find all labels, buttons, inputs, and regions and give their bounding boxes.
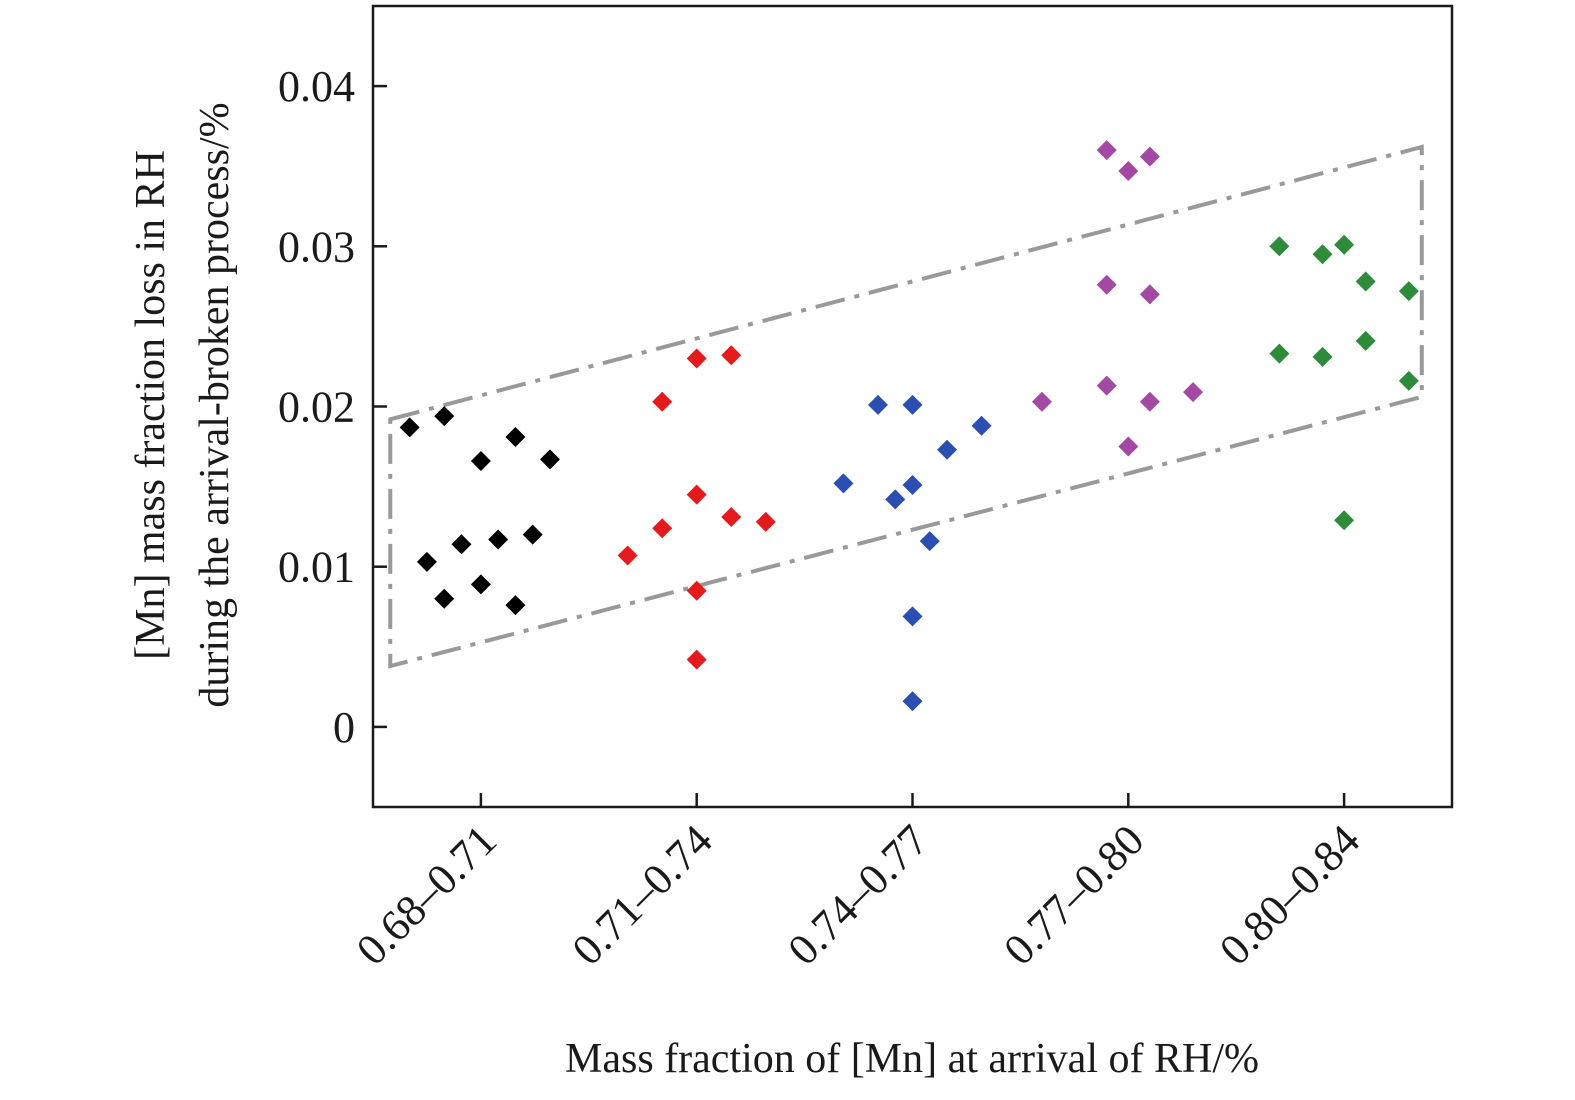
data-point-series-3-5 (902, 474, 923, 495)
x-axis-title: Mass fraction of [Mn] at arrival of RH/% (565, 1036, 1259, 1082)
x-tick-label-2: 0.74–0.77 (778, 815, 937, 974)
y-tick-labels: 0 0.01 0.02 0.03 0.04 (278, 62, 355, 752)
data-point-series-3-9 (902, 606, 923, 627)
data-points (399, 140, 1419, 712)
data-point-series-2-4 (617, 545, 638, 566)
y-tick-label-0: 0 (333, 703, 355, 752)
y-tick-label-1: 0.01 (278, 543, 355, 592)
data-point-series-5-10 (1334, 510, 1355, 531)
data-point-series-3-1 (867, 394, 888, 415)
data-point-series-2-8 (755, 511, 776, 532)
data-point-series-4-9 (1183, 382, 1204, 403)
data-point-series-2-10 (686, 649, 707, 670)
x-tick-label-3: 0.77–0.80 (994, 815, 1153, 974)
data-point-series-2-9 (686, 580, 707, 601)
y-tick-label-4: 0.04 (278, 62, 355, 111)
y-axis-title-line-1: [Mn] mass fraction loss in RH (128, 150, 174, 660)
data-point-series-2-3 (721, 345, 742, 366)
data-point-series-2-6 (686, 484, 707, 505)
data-point-series-1-12 (505, 595, 526, 616)
y-tick-label-2: 0.02 (278, 383, 355, 432)
data-point-series-3-8 (919, 531, 940, 552)
data-point-series-5-7 (1312, 346, 1333, 367)
data-point-series-2-2 (686, 348, 707, 369)
x-tick-labels: 0.68–0.71 0.71–0.74 0.74–0.77 0.77–0.80 0.80… (347, 815, 1369, 974)
data-point-series-5-8 (1355, 330, 1376, 351)
data-point-series-1-6 (416, 551, 437, 572)
data-point-series-4-5 (1139, 284, 1160, 305)
data-point-series-4-1 (1096, 140, 1117, 161)
data-point-series-2-1 (652, 391, 673, 412)
data-point-series-4-3 (1139, 146, 1160, 167)
data-point-series-4-7 (1096, 375, 1117, 396)
data-point-series-1-3 (470, 450, 491, 471)
data-point-series-5-9 (1398, 370, 1419, 391)
data-point-series-1-9 (522, 524, 543, 545)
data-point-series-1-11 (470, 574, 491, 595)
x-tick-label-4: 0.80–0.84 (1210, 815, 1369, 974)
data-point-series-5-2 (1312, 244, 1333, 265)
data-point-series-4-6 (1031, 391, 1052, 412)
x-tick-label-1: 0.71–0.74 (563, 815, 722, 974)
data-point-series-4-4 (1096, 274, 1117, 295)
data-point-series-3-6 (937, 439, 958, 460)
data-point-series-1-4 (505, 426, 526, 447)
data-point-series-3-7 (971, 415, 992, 436)
x-tick-label-0: 0.68–0.71 (347, 815, 506, 974)
data-point-series-3-2 (902, 394, 923, 415)
data-point-series-5-1 (1269, 236, 1290, 257)
data-point-series-1-10 (434, 588, 455, 609)
data-point-series-5-4 (1355, 271, 1376, 292)
data-point-series-3-3 (833, 473, 854, 494)
data-point-series-4-8 (1139, 391, 1160, 412)
data-point-series-5-3 (1334, 234, 1355, 255)
data-point-series-4-10 (1118, 436, 1139, 457)
data-point-series-1-8 (488, 529, 509, 550)
data-point-series-1-2 (434, 406, 455, 427)
data-point-series-1-1 (399, 417, 420, 438)
axis-ticks (373, 84, 1346, 807)
data-point-series-3-10 (902, 691, 923, 712)
y-tick-label-3: 0.03 (278, 222, 355, 271)
y-axis-title-line-2: during the arrival-broken process/% (192, 102, 238, 707)
data-point-series-2-7 (721, 507, 742, 528)
data-point-series-5-6 (1269, 343, 1290, 364)
data-point-series-4-2 (1118, 161, 1139, 182)
data-point-series-1-5 (539, 449, 560, 470)
data-point-series-2-5 (652, 518, 673, 539)
data-point-series-5-5 (1398, 281, 1419, 302)
data-point-series-3-4 (885, 489, 906, 510)
data-point-series-1-7 (451, 534, 472, 555)
